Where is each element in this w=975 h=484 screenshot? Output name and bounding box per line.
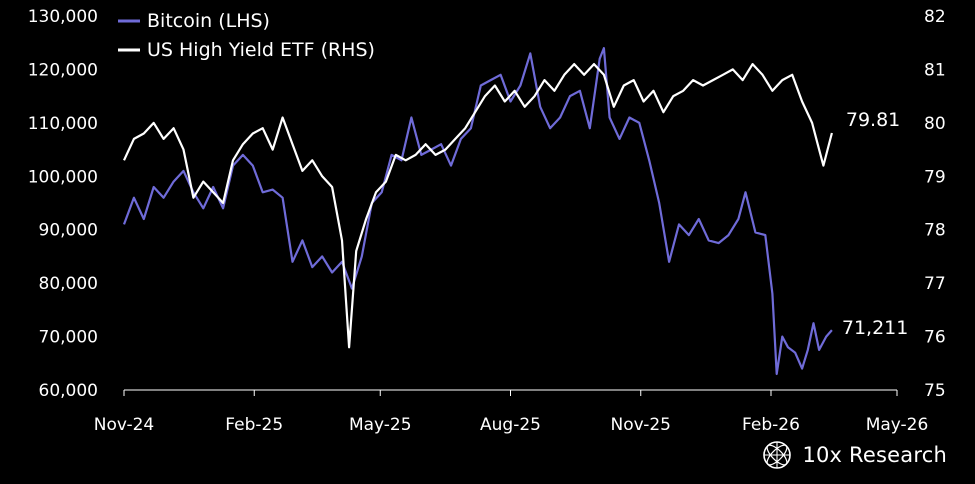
y-right-tick-label: 78 (924, 221, 946, 241)
y-left-tick-label: 80,000 (39, 274, 98, 294)
x-tick-label: Nov-24 (94, 415, 155, 435)
y-right-tick-label: 81 (924, 60, 946, 80)
series-line-0 (122, 47, 833, 376)
y-left-tick-label: 90,000 (39, 221, 98, 241)
legend-label: Bitcoin (LHS) (147, 10, 270, 32)
globe-logo-icon (763, 441, 792, 469)
legend: Bitcoin (LHS) US High Yield ETF (RHS) (118, 10, 375, 61)
y-axis-right: 75 76 77 78 79 80 81 82 (924, 7, 946, 401)
y-right-tick-label: 76 (924, 328, 946, 348)
series-layer (122, 47, 833, 376)
y-left-tick-label: 100,000 (28, 167, 98, 187)
y-right-tick-label: 79 (924, 167, 946, 187)
brand: 10x Research (762, 440, 947, 470)
x-tick-label: Feb-26 (742, 415, 800, 435)
y-right-tick-label: 80 (924, 114, 946, 134)
end-value-label: 79.81 (846, 109, 900, 131)
x-tick-label: Nov-25 (610, 415, 671, 435)
x-axis: Nov-24 Feb-25 May-25 Aug-25 Nov-25 Feb-26 May-… (94, 390, 929, 435)
y-right-tick-label: 75 (924, 381, 946, 401)
x-tick-label: Aug-25 (480, 415, 541, 435)
end-labels: 71,211 79.81 (842, 109, 908, 339)
y-right-tick-label: 77 (924, 274, 946, 294)
series-line-1 (123, 62, 833, 349)
y-left-tick-label: 60,000 (39, 381, 98, 401)
x-tick-label: Feb-25 (225, 415, 283, 435)
legend-label: US High Yield ETF (RHS) (147, 39, 375, 61)
y-left-tick-label: 70,000 (39, 328, 98, 348)
y-left-tick-label: 110,000 (28, 114, 98, 134)
y-right-tick-label: 82 (924, 7, 946, 27)
y-axis-left: 60,000 70,000 80,000 90,000 100,000 110,000 12… (28, 7, 98, 401)
x-tick-label: May-25 (349, 415, 412, 435)
x-tick-label: May-26 (866, 415, 929, 435)
y-left-tick-label: 130,000 (28, 7, 98, 27)
end-value-label: 71,211 (842, 317, 908, 339)
brand-name: 10x Research (802, 443, 947, 467)
y-left-tick-label: 120,000 (28, 60, 98, 80)
